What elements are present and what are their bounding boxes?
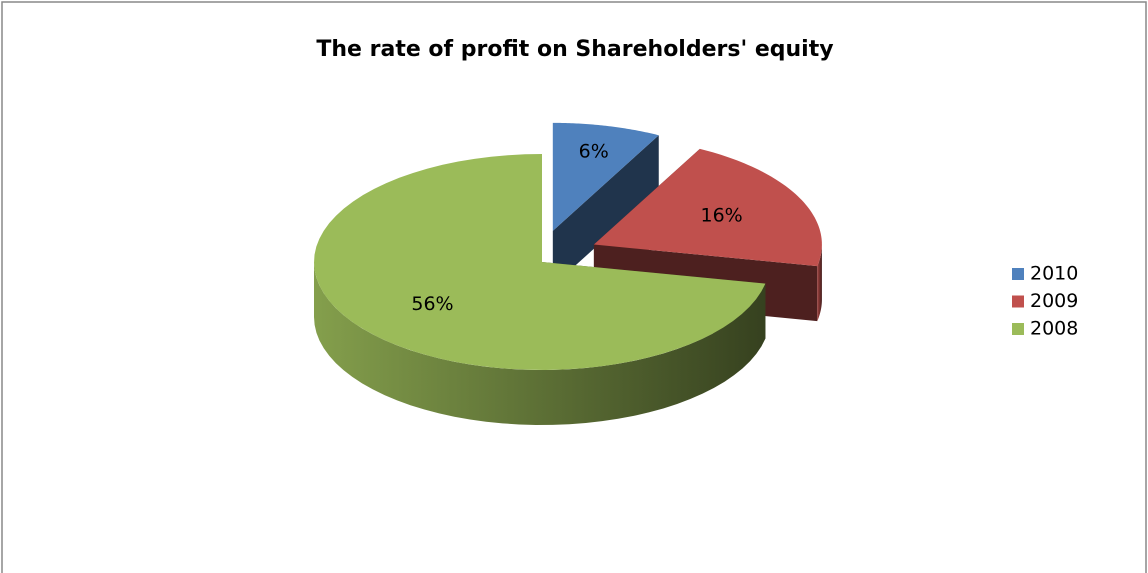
data-label: 16% xyxy=(701,204,743,226)
slice-wall xyxy=(552,135,659,286)
legend-swatch xyxy=(1012,295,1024,308)
legend-label: 2008 xyxy=(1030,318,1078,340)
slice-side xyxy=(817,244,822,322)
legend-swatch xyxy=(1012,323,1024,335)
pie-slice xyxy=(314,154,766,425)
legend-swatch xyxy=(1012,268,1024,280)
slice-top xyxy=(552,122,659,231)
slice-top xyxy=(593,148,822,267)
chart-title: The rate of profit on Shareholders' equi… xyxy=(316,37,833,62)
legend-label: 2010 xyxy=(1030,263,1078,285)
slice-top xyxy=(314,154,766,370)
slice-side xyxy=(314,262,766,425)
pie-slice xyxy=(552,122,659,286)
data-label: 56% xyxy=(411,293,453,315)
legend-label: 2009 xyxy=(1030,290,1078,312)
data-label: 6% xyxy=(579,141,609,163)
